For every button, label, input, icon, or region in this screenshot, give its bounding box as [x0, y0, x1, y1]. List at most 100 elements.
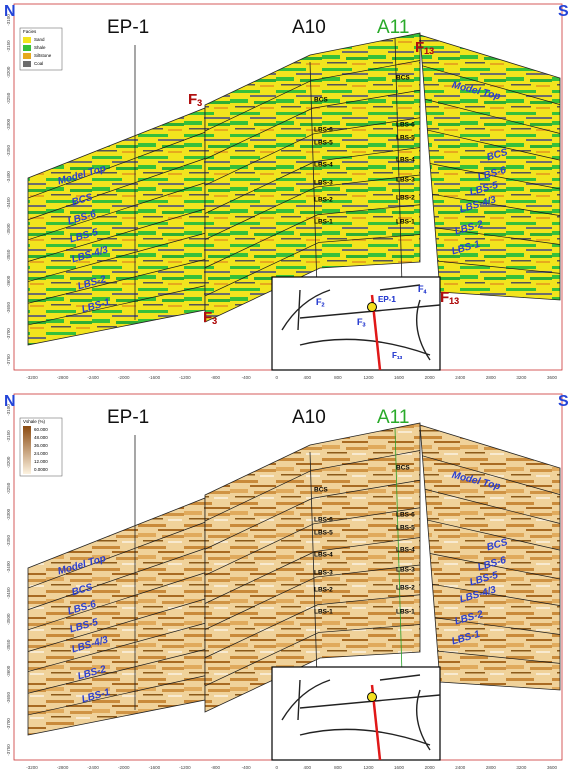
y-tick-label: -3750: [6, 354, 11, 366]
x-tick-label: 2800: [486, 765, 497, 770]
well-top: BCS: [396, 465, 410, 472]
well-top: LBS-6: [314, 127, 333, 134]
x-tick-label: -2000: [118, 765, 130, 770]
well-label: A10: [292, 407, 326, 428]
x-tick-label: -2800: [57, 375, 69, 380]
well-top: BCS: [314, 487, 328, 494]
x-tick-label: -2400: [87, 375, 99, 380]
y-tick-label: -3400: [6, 561, 11, 573]
compass-s: S: [558, 393, 569, 410]
legend-item: Shale: [34, 45, 46, 50]
y-tick-label: -3450: [6, 197, 11, 209]
well-top: LBS-1: [396, 609, 415, 616]
fault-label-sub: 13: [449, 296, 459, 306]
fault-label-base: F: [440, 289, 449, 306]
inset-well: [368, 303, 377, 312]
x-tick-label: 0: [275, 765, 278, 770]
x-tick-label: -800: [211, 765, 221, 770]
x-tick-label: 3200: [516, 765, 527, 770]
panel: NSVshale (%)60.00048.00036.00024.00012.0…: [4, 393, 569, 770]
inset-label-sub: 2: [322, 303, 325, 309]
x-tick-label: -2400: [87, 765, 99, 770]
x-tick-label: -2800: [57, 765, 69, 770]
fault-label-base: F: [188, 91, 197, 108]
well-top: LBS-3: [396, 177, 415, 184]
x-tick-label: 2000: [425, 765, 436, 770]
well-top: LBS-3: [314, 180, 333, 187]
fault-label-sub: 3: [212, 316, 217, 326]
y-tick-label: -3600: [6, 275, 11, 287]
y-tick-label: -3500: [6, 223, 11, 235]
y-tick-label: -3250: [6, 92, 11, 104]
inset-label-sub: 3: [363, 323, 366, 329]
y-tick-label: -3400: [6, 171, 11, 183]
x-tick-label: 3600: [547, 375, 558, 380]
x-tick-label: -800: [211, 375, 221, 380]
x-tick-label: 400: [304, 765, 312, 770]
well-top: LBS-6: [314, 517, 333, 524]
y-tick-label: -3300: [6, 118, 11, 130]
well-top: LBS-1: [314, 609, 333, 616]
well-top: LBS-3: [314, 570, 333, 577]
y-tick-label: -3200: [6, 456, 11, 468]
well-top: LBS-6: [396, 512, 415, 519]
y-tick-label: -3100: [6, 14, 11, 26]
legend-item: 60.000: [34, 427, 48, 432]
legend-item: Coal: [34, 61, 43, 66]
y-tick-label: -3100: [6, 404, 11, 416]
x-tick-label: 2400: [455, 765, 466, 770]
legend-item: 48.000: [34, 435, 48, 440]
well-top: LBS-5: [314, 530, 333, 537]
well-top: LBS-2: [396, 585, 415, 592]
well-top: LBS-3: [396, 567, 415, 574]
well-label: A11: [377, 17, 409, 38]
well-top: LBS-6: [396, 122, 415, 129]
x-tick-label: -2000: [118, 375, 130, 380]
y-tick-label: -3350: [6, 535, 11, 547]
figure: NSFaciesSandShaleSiltstoneCoalEP-1A10A11…: [0, 0, 569, 782]
well-top: LBS-2: [314, 587, 333, 594]
x-tick-label: 2000: [425, 375, 436, 380]
legend-item: 36.000: [34, 443, 48, 448]
x-tick-label: -1600: [149, 375, 161, 380]
well-label: EP-1: [107, 17, 149, 38]
y-tick-label: -3150: [6, 40, 11, 52]
x-tick-label: -1600: [149, 765, 161, 770]
legend-item: 12.000: [34, 459, 48, 464]
x-tick-label: -1200: [179, 375, 191, 380]
y-tick-label: -3200: [6, 66, 11, 78]
inset-label-sub: 4: [424, 290, 427, 296]
legend-swatch: [23, 61, 31, 67]
x-tick-label: 3200: [516, 375, 527, 380]
legend-item: Sand: [34, 37, 45, 42]
well-label: EP-1: [107, 407, 149, 428]
x-tick-label: 2400: [455, 375, 466, 380]
x-tick-label: 1200: [363, 765, 374, 770]
fault-label-base: F: [415, 39, 424, 56]
legend-ramp: [23, 426, 31, 474]
well-top: LBS-2: [314, 197, 333, 204]
y-tick-label: -3550: [6, 249, 11, 261]
y-tick-label: -3700: [6, 718, 11, 730]
inset-label-sub: 13: [397, 355, 403, 361]
legend-item: Siltstone: [34, 53, 52, 58]
y-tick-label: -3750: [6, 744, 11, 756]
well-label: A10: [292, 17, 326, 38]
compass-s: S: [558, 3, 569, 20]
x-tick-label: -400: [242, 375, 252, 380]
x-tick-label: 3600: [547, 765, 558, 770]
y-tick-label: -3700: [6, 328, 11, 340]
x-tick-label: -400: [242, 765, 252, 770]
well-top: LBS-4: [396, 547, 415, 554]
y-tick-label: -3650: [6, 301, 11, 313]
well-top: BCS: [314, 97, 328, 104]
well-top: LBS-4: [314, 162, 333, 169]
inset-well: [368, 693, 377, 702]
fault-label-sub: 3: [197, 98, 202, 108]
x-tick-label: -3200: [26, 375, 38, 380]
section-block: [420, 425, 560, 690]
x-tick-label: 1200: [363, 375, 374, 380]
legend-swatch: [23, 45, 31, 51]
x-tick-label: 400: [304, 375, 312, 380]
